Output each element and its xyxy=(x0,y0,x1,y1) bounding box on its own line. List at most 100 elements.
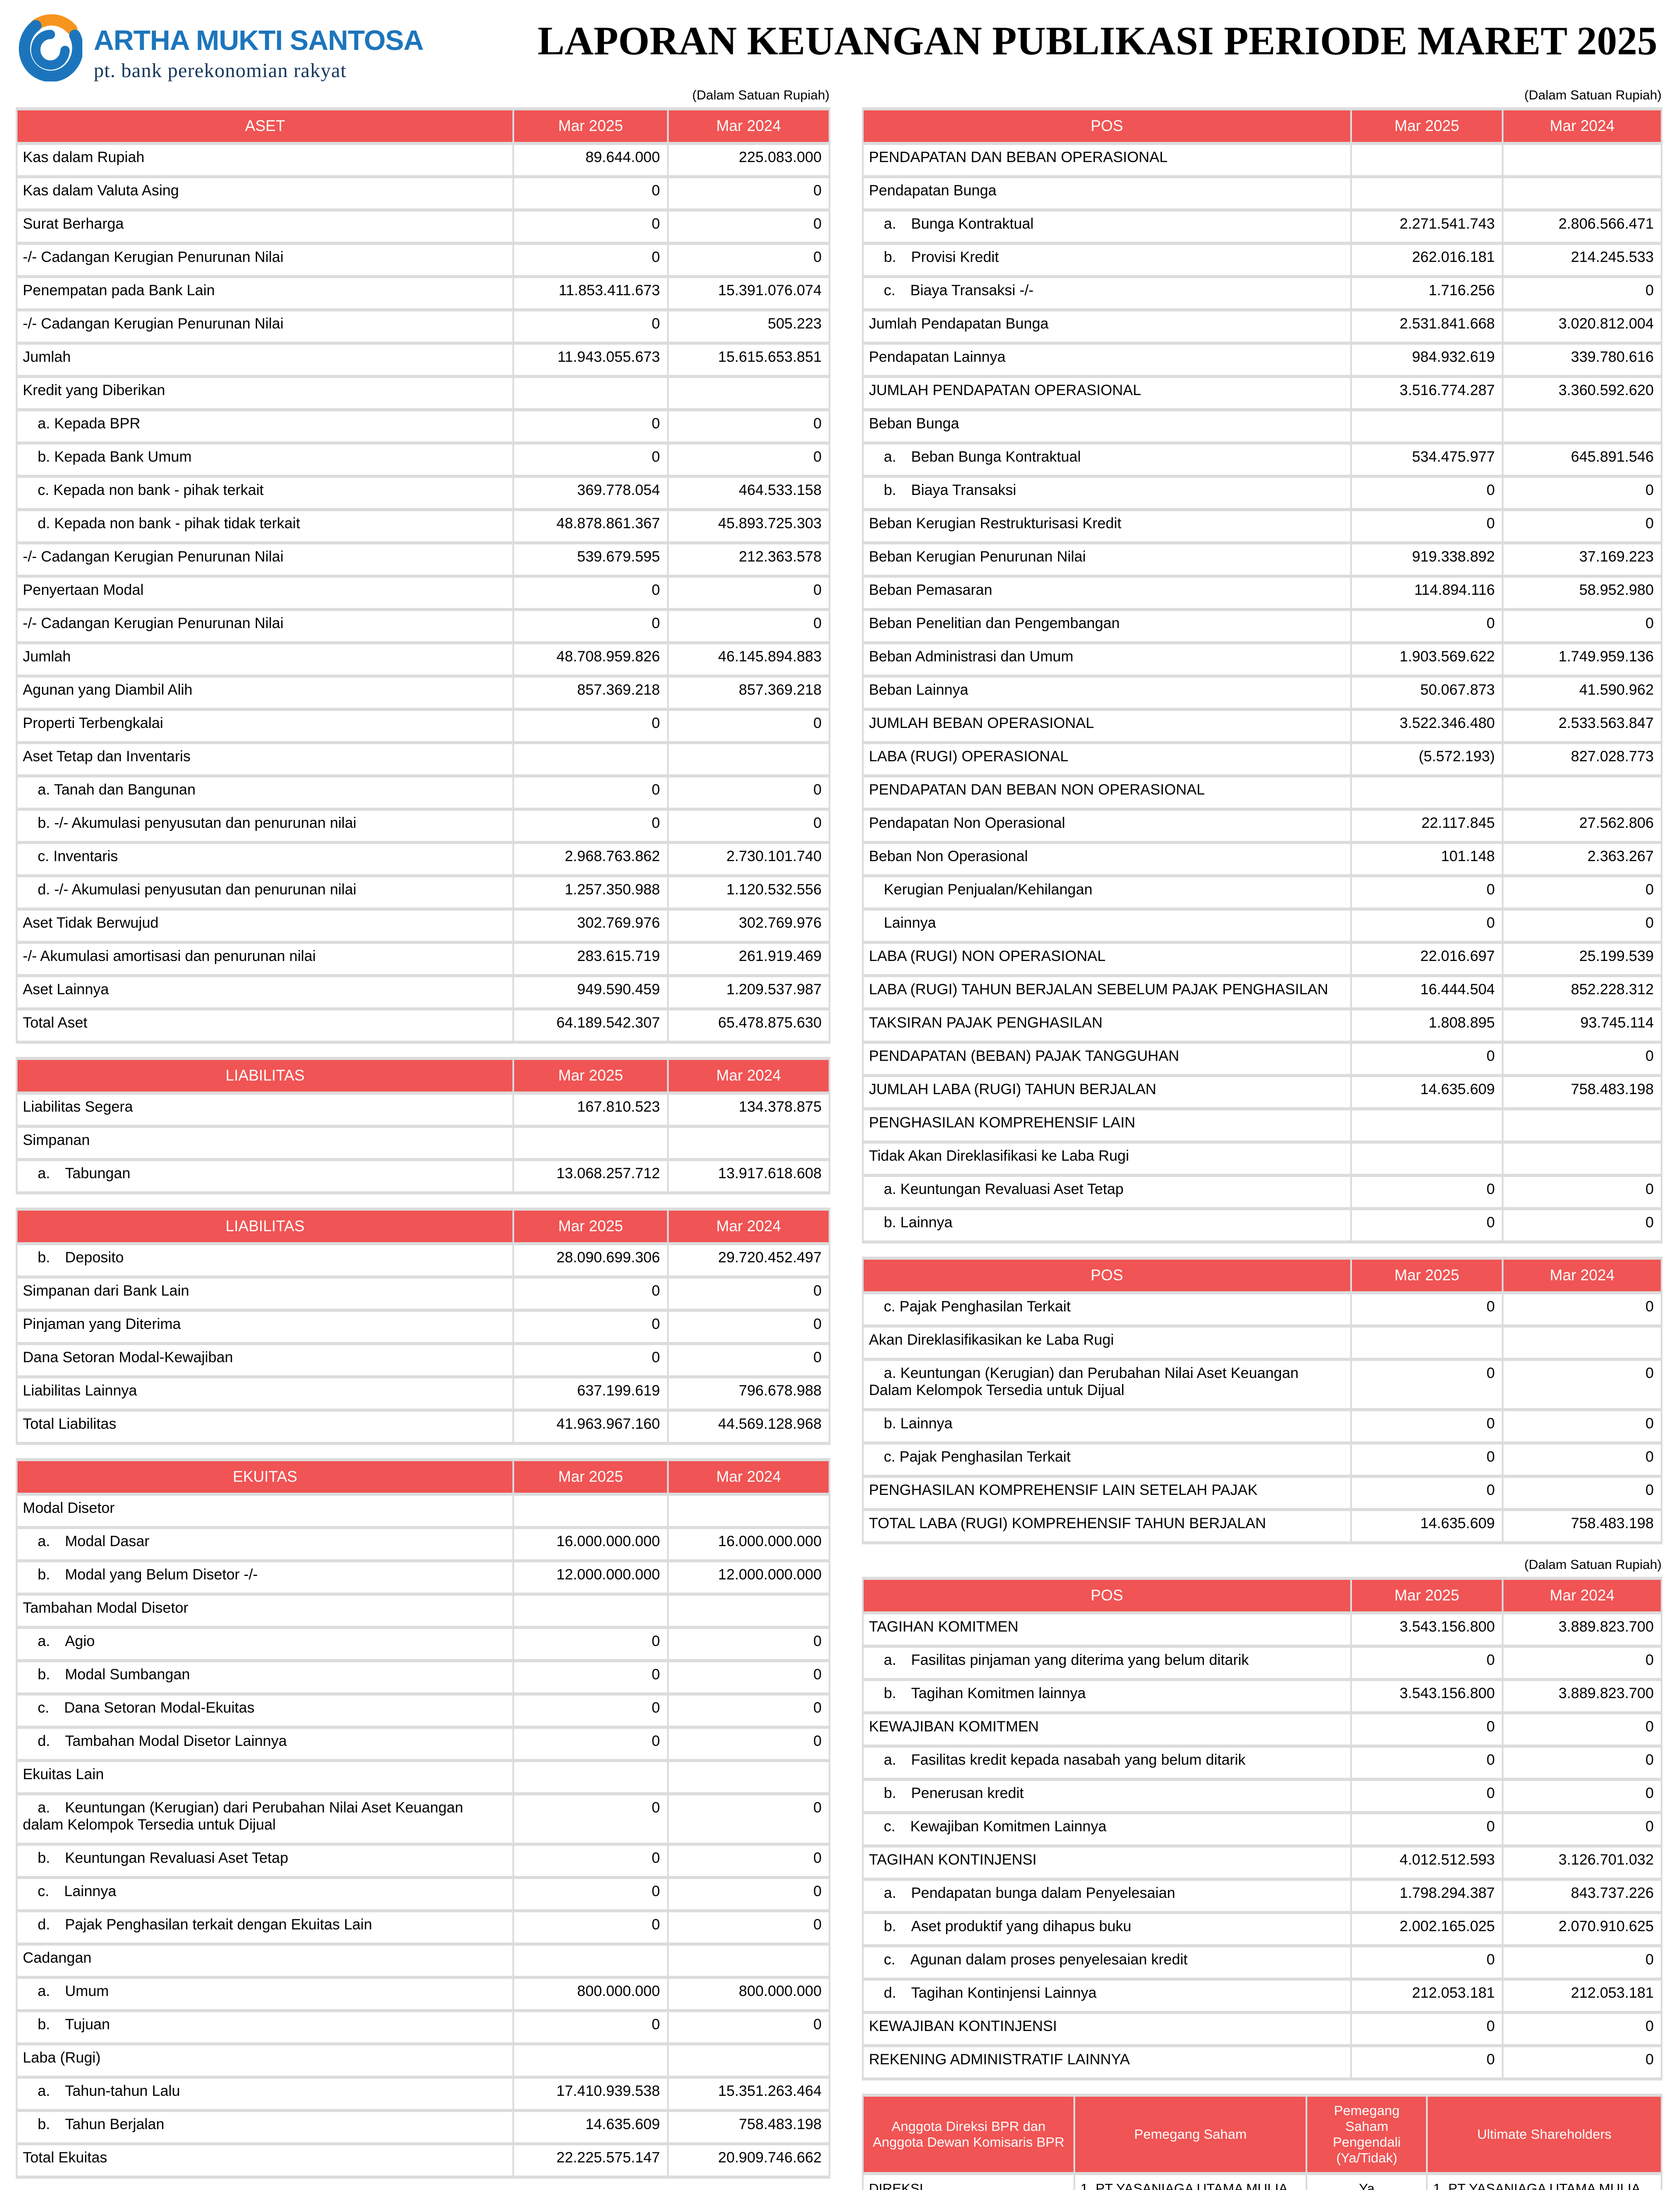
row-label: c. Biaya Transaksi -/- xyxy=(864,278,1350,308)
table-row: d. Kepada non bank - pihak tidak terkait… xyxy=(18,511,829,541)
cell-value xyxy=(668,2045,829,2076)
cell-value: 214.245.533 xyxy=(1504,245,1661,275)
table-row: b. Kepada Bank Umum 0 0 xyxy=(18,445,829,475)
table-row: c. Lainnya 0 0 xyxy=(18,1879,829,1909)
table-row: Jumlah 48.708.959.826 46.145.894.883 xyxy=(18,644,829,675)
cell-value: 46.145.894.883 xyxy=(668,644,829,675)
row-label: b. Modal yang Belum Disetor -/- xyxy=(18,1562,513,1593)
cell-value: 0 xyxy=(668,445,829,475)
table-row: a. Bunga Kontraktual 2.271.541.743 2.806.5… xyxy=(864,212,1661,242)
left-column: (Dalam Satuan Rupiah) ASET Mar 2025 Mar 20… xyxy=(16,84,830,2190)
table-row: c. Dana Setoran Modal-Ekuitas 0 0 xyxy=(18,1695,829,1726)
table-row: LIABILITAS Mar 2025 Mar 2024 xyxy=(18,1060,829,1091)
table-row: a. Fasilitas pinjaman yang diterima yang… xyxy=(864,1648,1661,1678)
cell-value: 212.363.578 xyxy=(668,544,829,575)
table-row: POS Mar 2025 Mar 2024 xyxy=(864,1580,1661,1611)
cell-value xyxy=(668,1128,829,1158)
column-header: POS xyxy=(864,1580,1350,1611)
row-label: Total Aset xyxy=(18,1010,513,1041)
cell-value xyxy=(668,1596,829,1626)
row-label: Kas dalam Rupiah xyxy=(18,145,513,175)
table-row: Kredit yang Diberikan xyxy=(18,378,829,408)
cell-value: 16.444.504 xyxy=(1352,977,1502,1007)
cell-value: 0 xyxy=(514,178,667,208)
cell-value: 0 xyxy=(514,611,667,641)
row-label: -/- Cadangan Kerugian Penurunan Nilai xyxy=(18,311,513,342)
table-row: c. Inventaris 2.968.763.862 2.730.101.740 xyxy=(18,844,829,874)
table-row: a. Modal Dasar 16.000.000.000 16.000.000.0… xyxy=(18,1529,829,1559)
cell-value: 0 xyxy=(668,1312,829,1342)
table-row: Pendapatan Lainnya 984.932.619 339.780.616 xyxy=(864,345,1661,375)
cell-value xyxy=(1352,1144,1502,1174)
cell-value: 134.378.875 xyxy=(668,1095,829,1125)
commitments-contingencies-table: POS Mar 2025 Mar 2024 TAGIHAN KOMITMEN 3.543… xyxy=(862,1577,1662,2080)
cell-value: 827.028.773 xyxy=(1504,744,1661,774)
board-shareholders-table: Anggota Direksi BPR dan Anggota Dewan Ko… xyxy=(862,2094,1662,2190)
column-header: Mar 2024 xyxy=(668,1461,829,1493)
table-row: Pendapatan Bunga xyxy=(864,178,1661,208)
table-row: Lainnya 0 0 xyxy=(864,911,1661,941)
table-row: Laba (Rugi) xyxy=(18,2045,829,2076)
company-tagline: pt. bank perekonomian rakyat xyxy=(94,59,347,81)
row-label: JUMLAH LABA (RUGI) TAHUN BERJALAN xyxy=(864,1077,1350,1107)
row-label: b. Deposito xyxy=(18,1245,513,1275)
table-row: Penyertaan Modal 0 0 xyxy=(18,578,829,608)
table-row: b. Biaya Transaksi 0 0 xyxy=(864,478,1661,508)
table-row: Jumlah 11.943.055.673 15.615.653.851 xyxy=(18,345,829,375)
row-label: a. Keuntungan (Kerugian) dan Perubahan N… xyxy=(864,1361,1350,1408)
table-row: POS Mar 2025 Mar 2024 xyxy=(864,110,1661,142)
table-row: a. Kepada BPR 0 0 xyxy=(18,411,829,442)
page-title: LAPORAN KEUANGAN PUBLIKASI PERIODE MARET… xyxy=(537,18,1658,63)
row-label: b. -/- Akumulasi penyusutan dan penuruna… xyxy=(18,811,513,841)
cell-value xyxy=(514,1596,667,1626)
table-row: Surat Berharga 0 0 xyxy=(18,212,829,242)
cell-value: 0 xyxy=(1504,611,1661,641)
cell-value: 1. PT YASANIAGA UTAMA MULIA (50.00%) xyxy=(1075,2175,1306,2190)
row-label: a. Agio xyxy=(18,1629,513,1659)
table-row: JUMLAH BEBAN OPERASIONAL 3.522.346.480 2.5… xyxy=(864,711,1661,741)
column-header: POS xyxy=(864,110,1350,142)
table-row: c. Kewajiban Komitmen Lainnya 0 0 xyxy=(864,1814,1661,1844)
cell-value: 758.483.198 xyxy=(668,2112,829,2142)
table-row: b. Modal Sumbangan 0 0 xyxy=(18,1662,829,1692)
cell-value: 89.644.000 xyxy=(514,145,667,175)
cell-value: 44.569.128.968 xyxy=(668,1412,829,1442)
cell-value: 0 xyxy=(1504,1714,1661,1745)
row-label: Dana Setoran Modal-Kewajiban xyxy=(18,1345,513,1375)
row-label: Tidak Akan Direklasifikasi ke Laba Rugi xyxy=(864,1144,1350,1174)
cell-value: 919.338.892 xyxy=(1352,544,1502,575)
table-row: Beban Non Operasional 101.148 2.363.267 xyxy=(864,844,1661,874)
column-header: Mar 2025 xyxy=(514,1461,667,1493)
table-row: REKENING ADMINISTRATIF LAINNYA 0 0 xyxy=(864,2047,1661,2077)
cell-value: 0 xyxy=(1352,1814,1502,1844)
cell-value xyxy=(1504,777,1661,808)
row-label: c. Pajak Penghasilan Terkait xyxy=(864,1294,1350,1325)
table-row: Beban Kerugian Penurunan Nilai 919.338.89… xyxy=(864,544,1661,575)
row-label: Aset Tidak Berwujud xyxy=(18,911,513,941)
cell-value: 0 xyxy=(1504,877,1661,908)
row-label: b. Tagihan Komitmen lainnya xyxy=(864,1681,1350,1711)
row-label: Simpanan xyxy=(18,1128,513,1158)
table-row: Total Aset 64.189.542.307 65.478.875.630 xyxy=(18,1010,829,1041)
cell-value xyxy=(1504,1328,1661,1358)
row-label: LABA (RUGI) OPERASIONAL xyxy=(864,744,1350,774)
table-row: TAGIHAN KONTINJENSI 4.012.512.593 3.126.70… xyxy=(864,1847,1661,1878)
row-label: PENGHASILAN KOMPREHENSIF LAIN SETELAH PA… xyxy=(864,1478,1350,1508)
cell-value: 28.090.699.306 xyxy=(514,1245,667,1275)
cell-value: 1.798.294.387 xyxy=(1352,1881,1502,1911)
cell-value: 2.806.566.471 xyxy=(1504,212,1661,242)
cell-value xyxy=(668,1946,829,1976)
cell-value: 0 xyxy=(1504,1210,1661,1240)
cell-value: 0 xyxy=(1504,478,1661,508)
cell-value: 0 xyxy=(668,1662,829,1692)
column-header: Mar 2025 xyxy=(1352,110,1502,142)
table-row: b. Penerusan kredit 0 0 xyxy=(864,1781,1661,1811)
table-row: Dana Setoran Modal-Kewajiban 0 0 xyxy=(18,1345,829,1375)
income-statement-continued-table: POS Mar 2025 Mar 2024 c. Pajak Penghasilan … xyxy=(862,1257,1662,1544)
cell-value: 0 xyxy=(514,1879,667,1909)
unit-note: (Dalam Satuan Rupiah) xyxy=(692,88,830,102)
row-label: LABA (RUGI) TAHUN BERJALAN SEBELUM PAJAK… xyxy=(864,977,1350,1007)
cell-value: 369.778.054 xyxy=(514,478,667,508)
column-header: Mar 2024 xyxy=(1504,110,1661,142)
cell-value: 0 xyxy=(668,1879,829,1909)
